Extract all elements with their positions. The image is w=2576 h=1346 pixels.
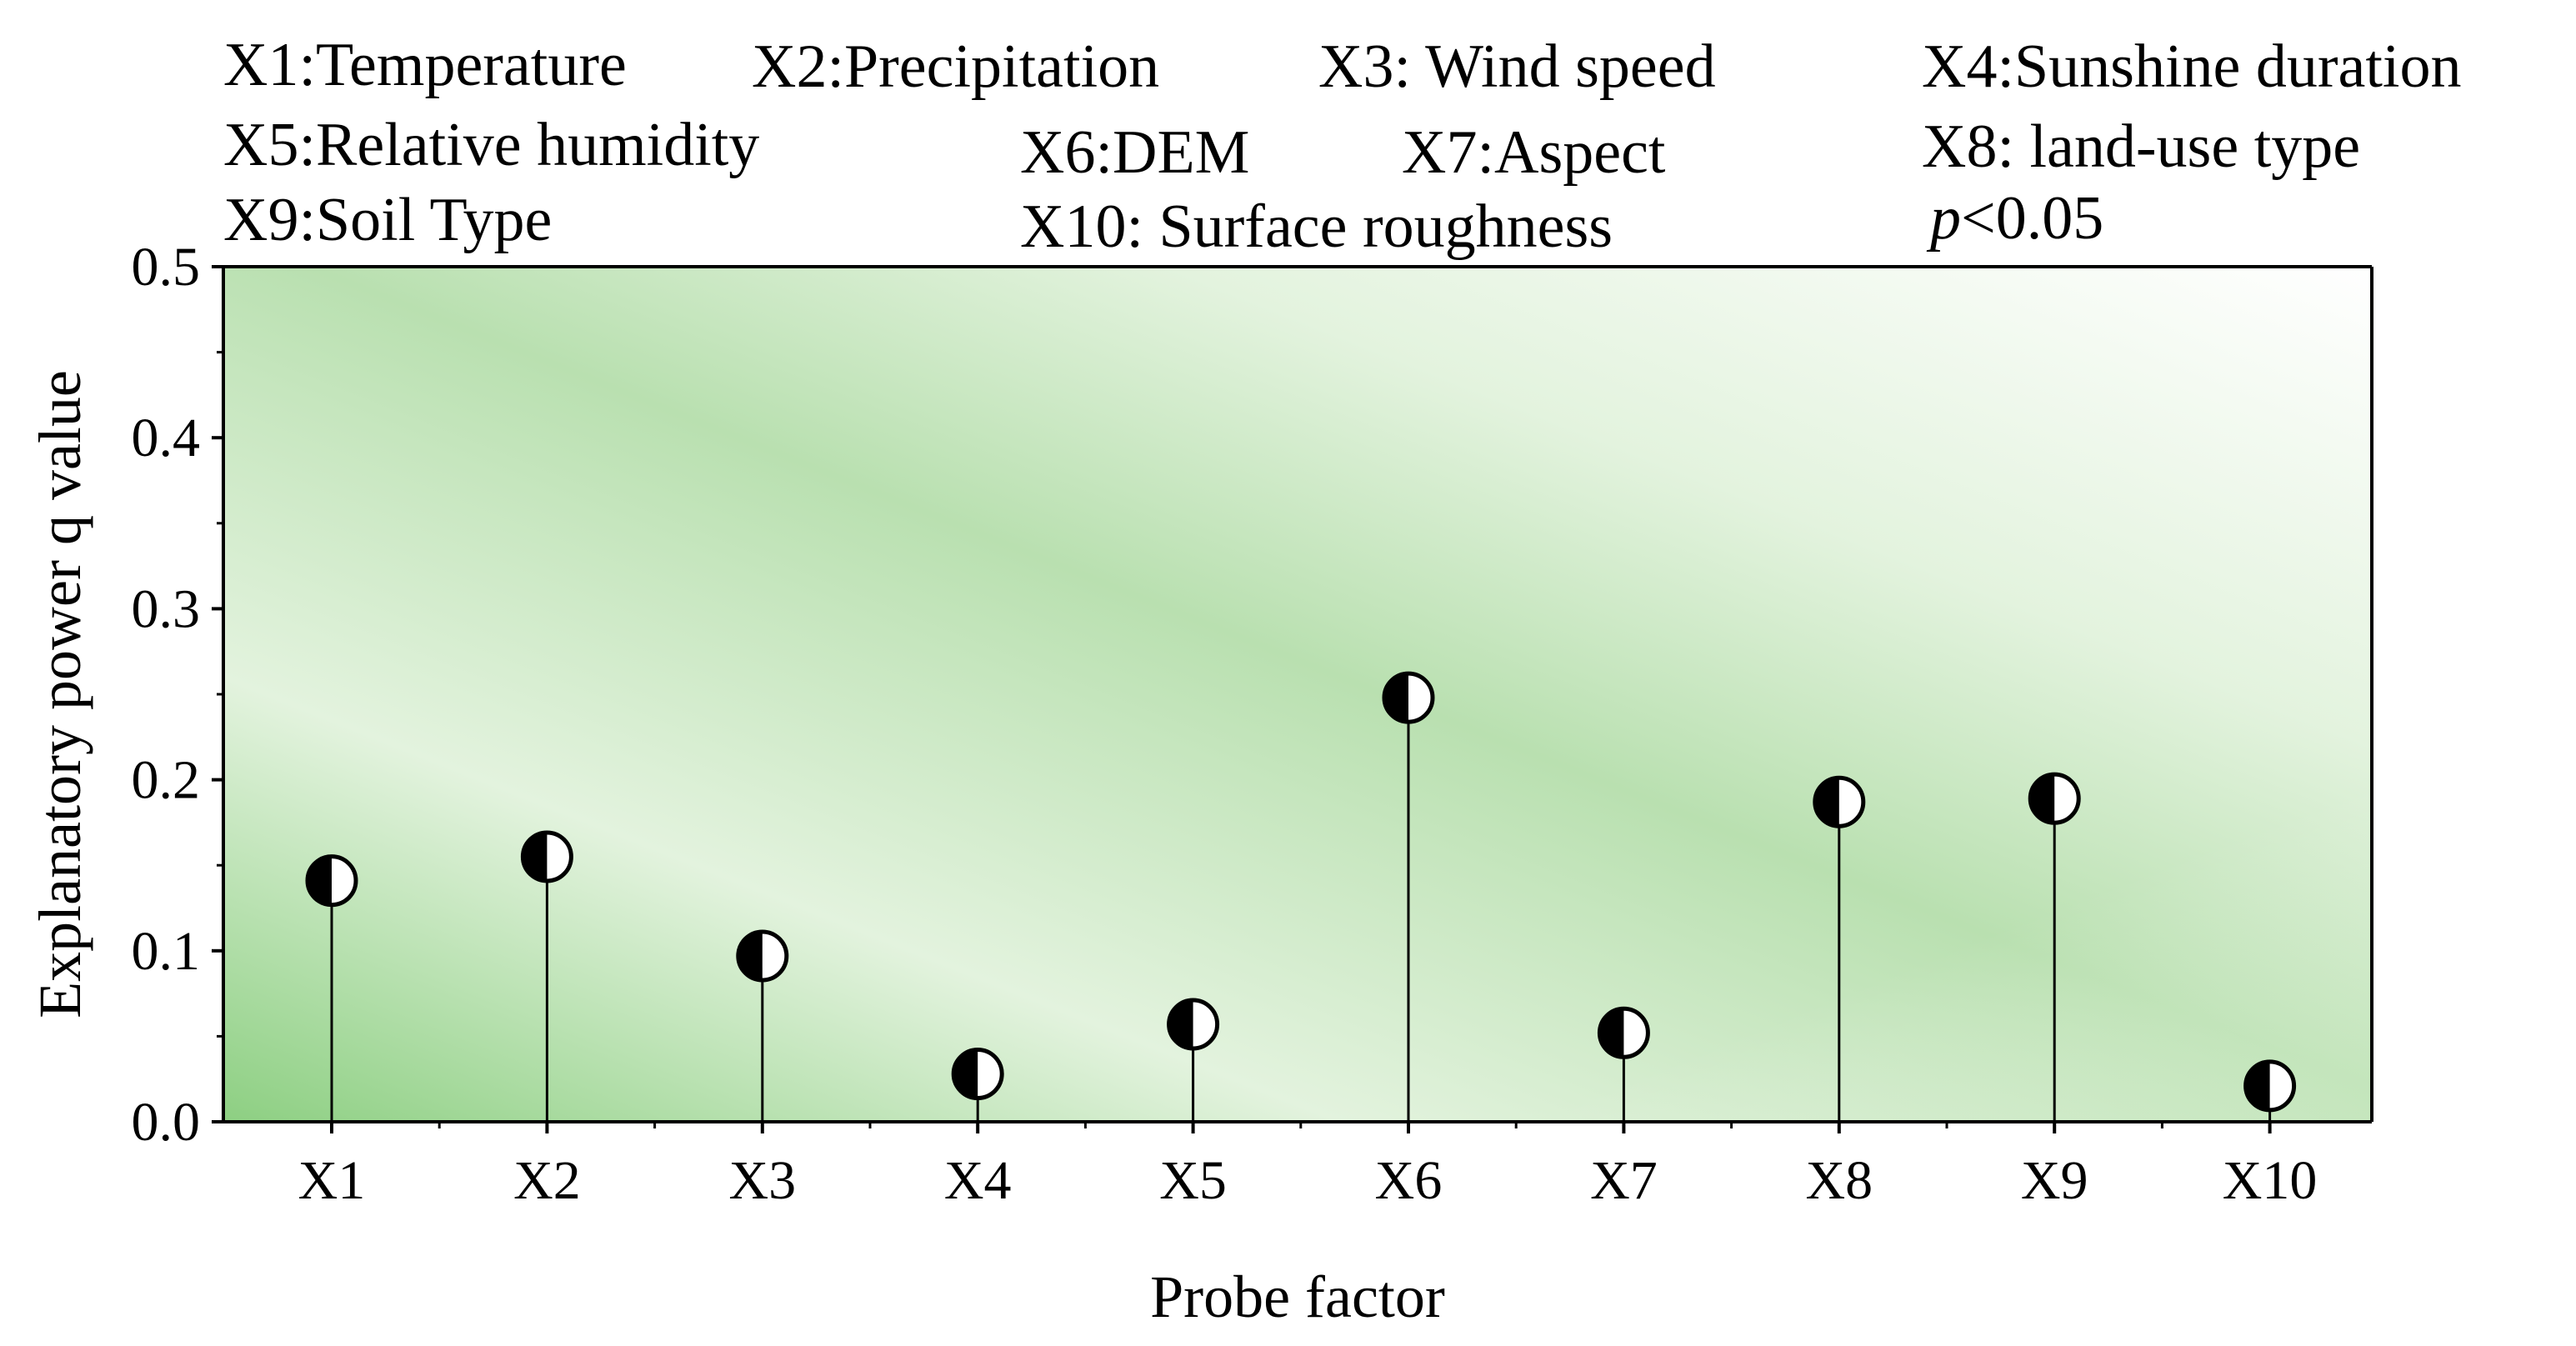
y-tick-label: 0.5 bbox=[132, 237, 201, 298]
legend-x9: X9:Soil Type bbox=[223, 186, 552, 254]
y-tick-label: 0.1 bbox=[132, 921, 201, 982]
y-ticks bbox=[212, 265, 223, 1123]
legend-x4: X4:Sunshine duration bbox=[1922, 33, 2461, 101]
marker-x4 bbox=[951, 1048, 1004, 1101]
significance-p: p bbox=[1926, 184, 1961, 253]
legend-x6: X6:DEM bbox=[1020, 118, 1249, 187]
y-tick-label: 0.0 bbox=[132, 1092, 201, 1153]
significance-threshold: <0.05 bbox=[1961, 184, 2103, 253]
x-ticks bbox=[330, 1122, 2272, 1133]
marker-left-half bbox=[953, 1049, 978, 1098]
marker-x10 bbox=[2243, 1059, 2297, 1113]
plot-background-overlay bbox=[223, 267, 2372, 1122]
x-tick-label: X8 bbox=[1805, 1150, 1873, 1211]
y-tick-labels: 0.0 0.1 0.2 0.3 0.4 0.5 bbox=[132, 237, 201, 1153]
marker-left-half bbox=[1599, 1008, 1624, 1058]
marker-x1 bbox=[305, 854, 358, 908]
legend-x10: X10: Surface roughness bbox=[1020, 193, 1613, 261]
x-tick-label: X1 bbox=[298, 1150, 366, 1211]
marker-x3 bbox=[736, 929, 789, 983]
x-tick-label: X3 bbox=[728, 1150, 796, 1211]
x-tick-label: X10 bbox=[2223, 1150, 2318, 1211]
x-tick-label: X2 bbox=[513, 1150, 581, 1211]
legend-x3: X3: Wind speed bbox=[1318, 33, 1716, 101]
x-tick-label: X4 bbox=[944, 1150, 1012, 1211]
legend-x2: X2:Precipitation bbox=[752, 33, 1159, 101]
legend-significance: p<0.05 bbox=[1926, 184, 2103, 253]
marker-left-half bbox=[1168, 1000, 1193, 1049]
marker-left-half bbox=[1384, 673, 1408, 723]
x-tick-label: X7 bbox=[1590, 1150, 1658, 1211]
x-tick-label: X6 bbox=[1375, 1150, 1443, 1211]
marker-x5 bbox=[1167, 998, 1220, 1051]
markers bbox=[305, 671, 2297, 1113]
marker-x7 bbox=[1597, 1006, 1650, 1059]
marker-x6 bbox=[1382, 671, 1435, 724]
legend-x7: X7:Aspect bbox=[1402, 118, 1666, 187]
y-tick-label: 0.4 bbox=[132, 408, 201, 468]
x-tick-label: X5 bbox=[1159, 1150, 1227, 1211]
x-tick-label: X9 bbox=[2021, 1150, 2088, 1211]
marker-left-half bbox=[2030, 774, 2055, 823]
marker-x8 bbox=[1813, 775, 1866, 828]
y-axis-title: Explanatory power q value bbox=[27, 370, 93, 1018]
marker-left-half bbox=[2245, 1061, 2270, 1110]
marker-left-half bbox=[738, 931, 763, 980]
marker-left-half bbox=[1814, 778, 1839, 827]
legend-x1: X1:Temperature bbox=[223, 31, 627, 99]
x-axis-title: Probe factor bbox=[1150, 1263, 1445, 1330]
legend: X1:Temperature X2:Precipitation X3: Wind… bbox=[223, 31, 2461, 261]
marker-left-half bbox=[308, 856, 332, 905]
marker-x9 bbox=[2028, 772, 2081, 825]
y-tick-label: 0.3 bbox=[132, 578, 201, 639]
legend-x8: X8: land-use type bbox=[1922, 113, 2360, 181]
y-tick-label: 0.2 bbox=[132, 750, 201, 811]
marker-x2 bbox=[520, 830, 573, 883]
legend-x5: X5:Relative humidity bbox=[223, 111, 759, 179]
stems bbox=[330, 698, 2272, 1122]
x-tick-labels: X1 X2 X3 X4 X5 X6 X7 X8 X9 X10 bbox=[298, 1150, 2318, 1211]
marker-left-half bbox=[523, 832, 548, 881]
axes bbox=[222, 265, 2373, 1123]
